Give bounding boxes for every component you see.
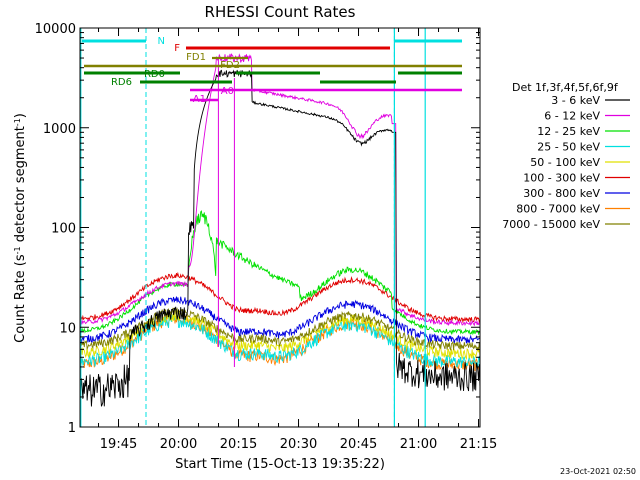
y-axis-label: Count Rate (s-1 detector segment-1) [13,113,29,343]
legend-entry-label: 6 - 12 keV [544,110,600,123]
y-tick-label: 1 [68,421,76,436]
x-tick-label: 20:30 [280,437,317,452]
x-axis-label: Start Time (15-Oct-13 19:35:22) [175,457,385,472]
x-tick-label: 21:15 [460,437,497,452]
y-tick-label: 1000 [43,122,76,137]
flag-label: FD2 [220,60,240,71]
flag-label: RD6 [111,77,132,88]
flag-label: RD0 [144,69,165,80]
y-tick-label: 100 [51,222,76,237]
series-line [80,210,480,336]
timestamp: 23-Oct-2021 02:50 [560,467,636,476]
x-tick-label: 19:45 [100,437,137,452]
legend-entry-label: 7000 - 15000 keV [502,218,600,231]
legend: Det 1f,3f,4f,5f,6f,9f 3 - 6 keV 6 - 12 ke… [502,81,630,231]
y-axis-ticks: 1 10 100 1000 10000 [35,22,480,436]
plot-area: NF FD1 FD2 RD0 RD6 A0 A1 [80,28,480,427]
series-line [80,296,480,344]
legend-entry-label: 800 - 7000 keV [516,203,600,216]
flag-label: FD1 [186,52,206,63]
x-tick-label: 20:15 [220,437,257,452]
flag-label: F [174,43,180,54]
series-line [80,271,480,324]
legend-entry-label: 50 - 100 keV [530,156,600,169]
flag-label: A0 [221,86,234,97]
x-tick-label: 20:45 [340,437,377,452]
plot-frame [79,27,481,428]
series-line [80,53,480,327]
series-line [80,313,480,369]
x-tick-label: 21:00 [400,437,437,452]
y-tick-label: 10000 [35,22,76,37]
legend-entry-label: 300 - 800 keV [523,187,600,200]
chart-title: RHESSI Count Rates [205,3,356,21]
x-tick-label: 20:00 [160,437,197,452]
x-axis-ticks: 19:45 20:00 20:15 20:30 20:45 21:00 21:15 [98,28,497,452]
legend-entry-label: 12 - 25 keV [537,125,600,138]
flag-label: N [158,36,165,47]
series-line [80,69,480,407]
legend-entry-label: 3 - 6 keV [551,94,600,107]
legend-entry-label: 100 - 300 keV [523,172,600,185]
legend-title: Det 1f,3f,4f,5f,6f,9f [512,81,619,94]
y-tick-label: 10 [59,321,76,336]
flag-label: A1 [193,94,206,105]
legend-entry-label: 25 - 50 keV [537,141,600,154]
